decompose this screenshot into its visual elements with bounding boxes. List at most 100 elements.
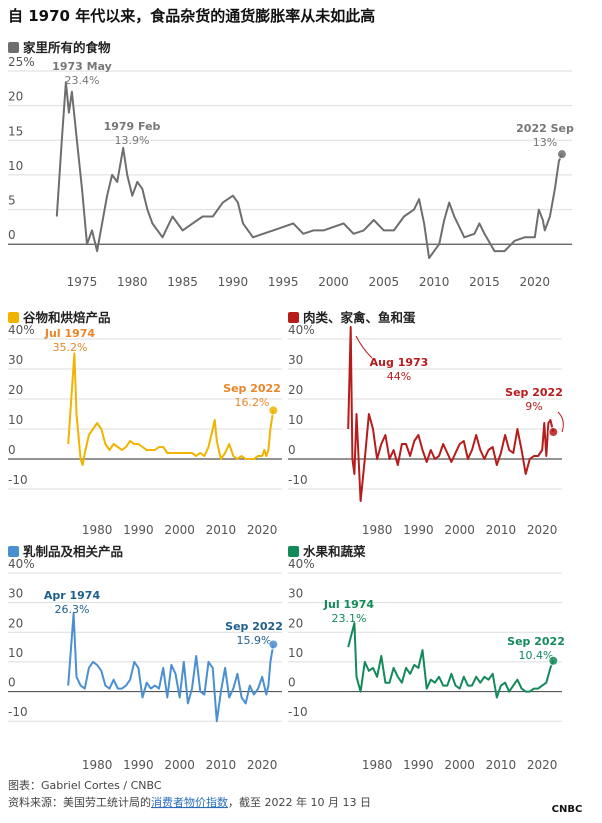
annotation-value: 23.4% xyxy=(65,74,100,87)
x-tick-label: 2020 xyxy=(247,523,278,537)
y-tick-label: 10 xyxy=(8,413,23,427)
annotation-value: 15.9% xyxy=(237,634,272,647)
y-tick-label: 20 xyxy=(288,616,303,630)
title-icon xyxy=(288,546,299,557)
x-tick-label: 1990 xyxy=(123,523,154,537)
title-icon xyxy=(8,312,19,323)
source-link[interactable]: 消费者物价指数 xyxy=(151,795,228,809)
annotation-label: Sep 2022 xyxy=(225,620,283,633)
y-tick-label: 40% xyxy=(288,557,315,571)
x-tick-label: 2000 xyxy=(444,523,475,537)
y-tick-label: 30 xyxy=(8,587,23,601)
y-tick-label: 0 xyxy=(288,443,296,457)
x-tick-label: 1980 xyxy=(82,523,113,537)
logo: CNBC xyxy=(552,804,583,815)
line xyxy=(347,326,555,502)
annotation-label: Sep 2022 xyxy=(223,382,281,395)
x-tick-label: 2020 xyxy=(527,758,558,772)
source: 资料来源：美国劳工统计局的消费者物价指数，截至 2022 年 10 月 13 日 xyxy=(8,795,371,809)
annotation-value: 44% xyxy=(387,370,411,383)
x-tick-label: 2020 xyxy=(247,758,278,772)
annotation-label: Aug 1973 xyxy=(370,356,429,369)
arrow xyxy=(557,411,564,433)
annotation-label: Sep 2022 xyxy=(507,635,565,648)
y-tick-label: 20 xyxy=(288,383,303,397)
chart-title: 水果和蔬菜 xyxy=(303,544,366,559)
x-tick-label: 2010 xyxy=(486,523,517,537)
x-tick-label: 1990 xyxy=(123,758,154,772)
y-tick-label: 10 xyxy=(288,413,303,427)
x-tick-label: 2010 xyxy=(206,523,237,537)
x-tick-label: 1990 xyxy=(403,523,434,537)
y-tick-label: 15 xyxy=(8,124,23,138)
title-icon xyxy=(8,42,19,53)
y-tick-label: 25% xyxy=(8,55,35,69)
y-tick-label: 30 xyxy=(8,353,23,367)
title-icon xyxy=(8,546,19,557)
arrow xyxy=(355,335,373,359)
annotation-label: Jul 1974 xyxy=(323,598,374,611)
line xyxy=(55,81,563,260)
y-tick-label: 20 xyxy=(8,383,23,397)
chart-title: 家里所有的食物 xyxy=(23,40,111,55)
end-dot xyxy=(268,639,279,650)
end-dot xyxy=(268,405,279,416)
annotation-value: 35.2% xyxy=(53,341,88,354)
y-tick-label: 30 xyxy=(288,353,303,367)
x-tick-label: 1980 xyxy=(117,275,148,289)
y-tick-label: -10 xyxy=(8,705,28,719)
x-tick-label: 2010 xyxy=(206,758,237,772)
chart-title: 肉类、家禽、鱼和蛋 xyxy=(303,310,416,325)
annotation-value: 26.3% xyxy=(55,603,90,616)
end-dot xyxy=(548,427,559,437)
annotation-label: 2022 Sep xyxy=(516,122,574,135)
x-tick-label: 2000 xyxy=(164,758,195,772)
annotation-value: 9% xyxy=(525,400,542,413)
annotation-value: 16.2% xyxy=(235,396,270,409)
x-tick-label: 1980 xyxy=(362,523,393,537)
x-tick-label: 2005 xyxy=(369,275,400,289)
y-tick-label: -10 xyxy=(8,473,28,487)
chart-title: 乳制品及相关产品 xyxy=(23,544,123,559)
x-tick-label: 2000 xyxy=(318,275,349,289)
y-tick-label: 10 xyxy=(8,159,23,173)
title: 自 1970 年代以来，食品杂货的通货膨胀率从未如此高 xyxy=(8,7,375,25)
x-tick-label: 1995 xyxy=(268,275,299,289)
source-suffix: ，截至 2022 年 10 月 13 日 xyxy=(228,795,371,809)
annotation-value: 13.9% xyxy=(115,134,150,147)
y-tick-label: 40% xyxy=(8,323,35,337)
annotation-label: 1973 May xyxy=(52,60,112,73)
y-tick-label: 20 xyxy=(8,616,23,630)
x-tick-label: 2000 xyxy=(444,758,475,772)
line xyxy=(347,622,555,699)
x-tick-label: 2015 xyxy=(469,275,500,289)
title-icon xyxy=(288,312,299,323)
y-tick-label: 5 xyxy=(8,194,16,208)
x-tick-label: 1990 xyxy=(218,275,249,289)
x-tick-label: 1980 xyxy=(82,758,113,772)
y-tick-label: 0 xyxy=(8,228,16,242)
y-tick-label: 0 xyxy=(8,676,16,690)
y-tick-label: -10 xyxy=(288,473,308,487)
line xyxy=(67,352,275,466)
x-tick-label: 1990 xyxy=(403,758,434,772)
annotation-value: 23.1% xyxy=(332,612,367,625)
x-tick-label: 1980 xyxy=(362,758,393,772)
chart-title: 谷物和烘焙产品 xyxy=(23,310,111,325)
x-tick-label: 2010 xyxy=(419,275,450,289)
y-tick-label: 0 xyxy=(288,676,296,690)
annotation-value: 13% xyxy=(533,136,557,149)
x-tick-label: 2020 xyxy=(527,523,558,537)
annotation-label: 1979 Feb xyxy=(104,120,161,133)
credit: 图表：Gabriel Cortes / CNBC xyxy=(8,778,162,792)
end-dot xyxy=(556,149,567,160)
source-prefix: 资料来源：美国劳工统计局的 xyxy=(8,795,151,809)
y-tick-label: 10 xyxy=(288,646,303,660)
annotation-label: Apr 1974 xyxy=(44,589,101,602)
y-tick-label: 10 xyxy=(8,646,23,660)
line xyxy=(67,612,275,723)
annotation-label: Jul 1974 xyxy=(44,327,95,340)
y-tick-label: -10 xyxy=(288,705,308,719)
x-tick-label: 2010 xyxy=(486,758,517,772)
